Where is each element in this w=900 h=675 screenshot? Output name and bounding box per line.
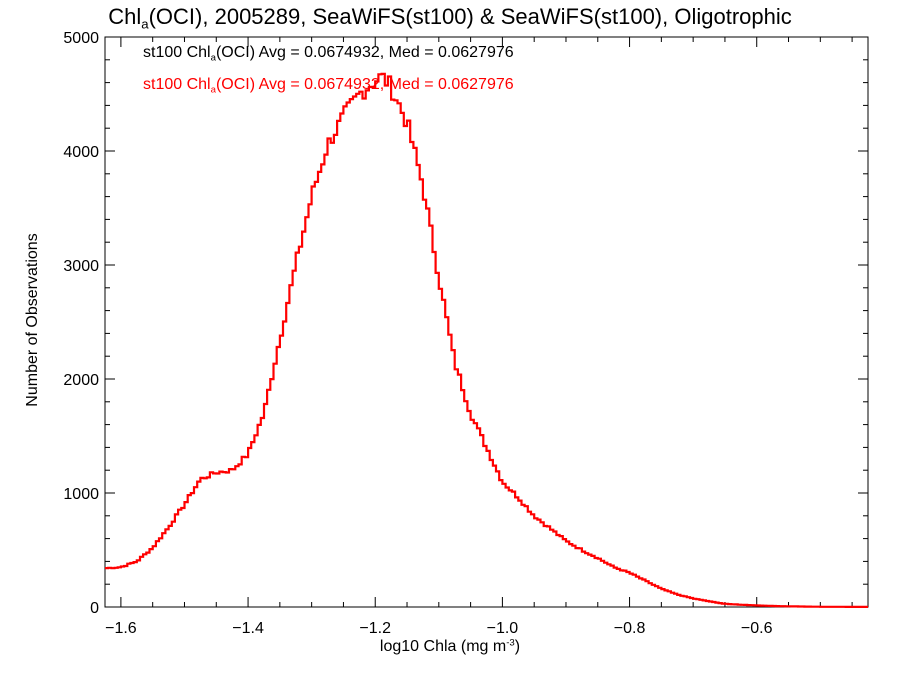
x-axis-label: log10 Chla (mg m-3) bbox=[379, 637, 521, 655]
legend-annotation-2: st100 Chla(OCI) Avg = 0.0674932, Med = 0… bbox=[143, 76, 514, 96]
x-tick-label: −1.2 bbox=[359, 620, 391, 637]
y-axis-label: Number of Observations bbox=[24, 233, 41, 407]
y-tick-label: 1000 bbox=[63, 486, 99, 503]
y-tick-label: 2000 bbox=[63, 372, 99, 389]
x-tick-label: −1.0 bbox=[487, 620, 519, 637]
x-tick-label: −0.8 bbox=[614, 620, 646, 637]
y-tick-label: 4000 bbox=[63, 144, 99, 161]
x-tick-label: −1.6 bbox=[105, 620, 137, 637]
chart-title: Chla(OCI), 2005289, SeaWiFS(st100) & Sea… bbox=[108, 4, 792, 32]
legend-annotation-1: st100 Chla(OCI) Avg = 0.0674932, Med = 0… bbox=[143, 44, 514, 64]
y-tick-label: 5000 bbox=[63, 30, 99, 47]
x-tick-label: −1.4 bbox=[232, 620, 264, 637]
y-tick-label: 3000 bbox=[63, 258, 99, 275]
plot-frame bbox=[104, 36, 869, 608]
y-tick-label: 0 bbox=[90, 600, 99, 617]
x-tick-label: −0.6 bbox=[741, 620, 773, 637]
histogram-series-line bbox=[105, 72, 868, 608]
